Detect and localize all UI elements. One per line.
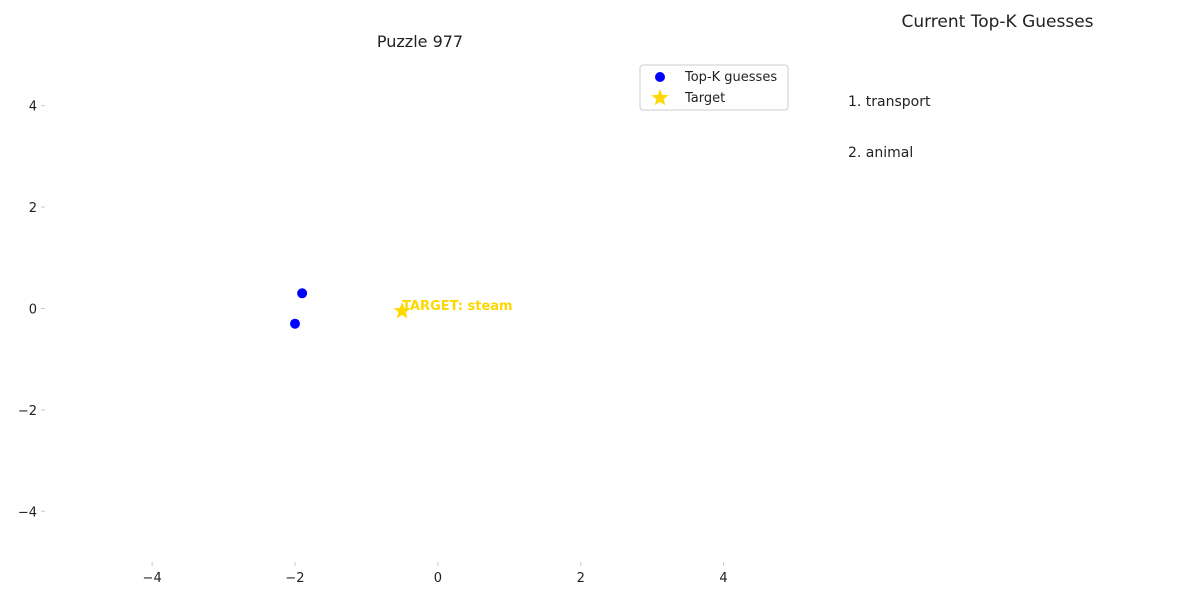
x-tick-label: 4 [719,571,727,586]
y-tick-label: 0 [29,303,37,318]
x-tick-label: 2 [577,571,585,586]
y-tick-label: −2 [18,404,37,419]
x-tick-label: −2 [285,571,304,586]
y-tick-label: 2 [29,201,37,216]
annotations: TARGET: steam [402,299,512,314]
guess-point [290,318,300,329]
target-star [393,302,411,319]
legend-entry-label: Top-K guesses [684,70,777,85]
guess-item: 2. animal [848,145,914,161]
legend-star-marker [651,89,669,106]
chart-title: Puzzle 977 [377,32,463,51]
guess-item: 1. transport [848,94,931,110]
y-axis: 4 2 0 −2 −4 [18,100,45,520]
y-tick-label: −4 [18,505,37,520]
legend: Top-K guesses Target [639,64,789,111]
guess-point [297,288,308,299]
x-axis: −4 −2 0 2 4 [143,562,728,586]
plot-marks [290,288,411,329]
legend-circle-marker [655,72,665,82]
guess-list: 1. transport 2. animal [848,93,931,195]
legend-box [639,64,789,111]
guesses-panel-title: Current Top-K Guesses [901,12,1094,32]
target-annotation: TARGET: steam [402,299,512,314]
x-tick-label: −4 [143,571,162,586]
y-tick-label: 4 [29,100,37,115]
legend-entry-label: Target [684,91,725,106]
x-tick-label: 0 [434,571,442,586]
scatter-plot: Puzzle 977 −4 −2 0 2 4 4 2 0 −2 −4 TARGET: steam… [18,32,789,586]
